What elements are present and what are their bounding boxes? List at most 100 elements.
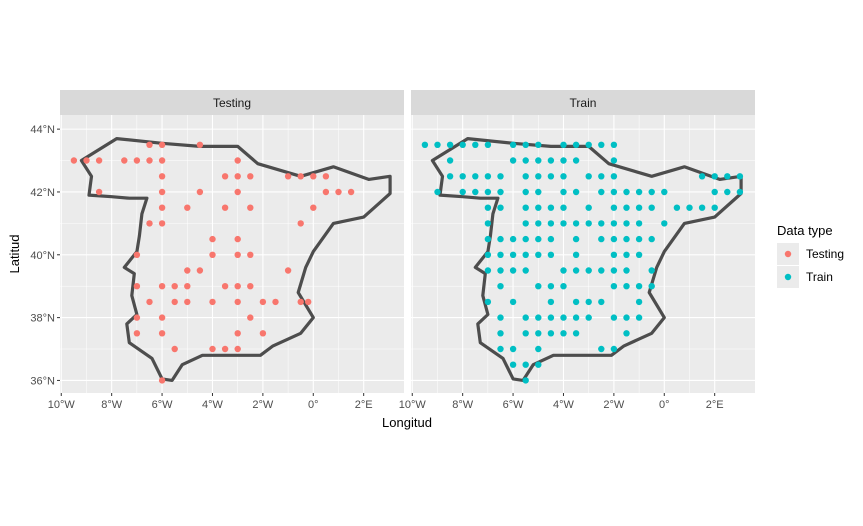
data-point — [158, 188, 166, 196]
data-point — [535, 173, 542, 180]
data-point — [305, 298, 312, 306]
data-point — [535, 251, 542, 258]
data-point — [497, 330, 504, 337]
data-point — [221, 345, 229, 353]
data-point — [522, 204, 529, 211]
data-point — [698, 173, 706, 180]
data-point — [560, 204, 567, 211]
data-point — [522, 235, 529, 243]
data-point — [322, 188, 330, 196]
data-point — [272, 298, 279, 306]
legend: Data type Testing Train — [777, 223, 844, 288]
strip-background — [60, 90, 404, 115]
data-point — [158, 173, 166, 180]
data-point — [335, 188, 342, 196]
data-point — [522, 220, 529, 227]
data-point — [196, 188, 204, 196]
data-point — [221, 173, 229, 180]
y-tick-label: 40°N — [30, 250, 55, 262]
data-point — [736, 188, 744, 196]
data-point — [572, 330, 580, 337]
data-point — [623, 204, 630, 211]
data-point — [724, 173, 731, 180]
data-point — [472, 188, 479, 196]
data-point — [648, 235, 655, 243]
data-point — [610, 141, 618, 148]
data-point — [284, 267, 292, 274]
data-point — [522, 188, 529, 196]
data-point — [623, 330, 630, 337]
data-point — [196, 141, 204, 148]
data-point — [547, 220, 555, 227]
x-tick-label: 8°W — [452, 399, 474, 411]
x-tick-label: 6°W — [503, 399, 525, 411]
data-point — [284, 173, 292, 180]
data-point — [560, 283, 567, 290]
data-point — [509, 345, 517, 353]
data-point — [635, 298, 643, 306]
data-point — [133, 314, 141, 321]
data-point — [446, 173, 454, 180]
data-point — [610, 157, 618, 164]
data-point — [497, 204, 504, 211]
data-point — [509, 157, 517, 164]
data-point — [661, 220, 668, 227]
data-point — [497, 235, 504, 243]
data-point — [184, 298, 191, 306]
legend-item-train: Train — [777, 266, 833, 288]
data-point — [209, 298, 216, 306]
data-point — [133, 283, 141, 290]
data-point — [698, 204, 706, 211]
x-tick-label: 10°W — [48, 399, 76, 411]
data-point — [259, 298, 267, 306]
data-point — [547, 204, 555, 211]
data-point — [146, 220, 153, 227]
data-point — [635, 314, 643, 321]
testing-points — [70, 141, 355, 384]
data-point — [247, 204, 254, 211]
data-point — [158, 377, 166, 384]
data-point — [158, 220, 166, 227]
data-point — [158, 330, 166, 337]
data-point — [509, 141, 517, 148]
data-point — [560, 157, 567, 164]
x-tick-label: 2°W — [603, 399, 625, 411]
data-point — [247, 283, 254, 290]
data-point — [535, 314, 542, 321]
data-point — [133, 330, 141, 337]
data-point — [522, 251, 529, 258]
data-point — [234, 251, 241, 258]
data-point — [535, 188, 542, 196]
y-tick-label: 38°N — [30, 313, 55, 325]
data-point — [522, 141, 529, 148]
data-point — [484, 235, 492, 243]
data-point — [171, 345, 178, 353]
data-point — [635, 283, 643, 290]
data-point — [484, 188, 492, 196]
data-point — [585, 204, 592, 211]
data-point — [297, 220, 304, 227]
data-point — [234, 235, 241, 243]
data-point — [509, 235, 517, 243]
data-point — [509, 251, 517, 258]
data-point — [509, 361, 517, 368]
data-point — [146, 141, 153, 148]
facet-train: Train 10°W 8°W 6°W 4°W 2°W 0° 2°E — [399, 90, 755, 411]
data-point — [434, 141, 441, 148]
data-point — [648, 204, 655, 211]
data-point — [535, 141, 542, 148]
y-tick-label: 42°N — [30, 187, 55, 199]
data-point — [133, 251, 141, 258]
data-point — [610, 173, 618, 180]
data-point — [547, 235, 555, 243]
data-point — [673, 204, 681, 211]
x-tick-label: 2°W — [252, 399, 274, 411]
y-axis-title: Latitud — [7, 234, 22, 273]
data-point — [572, 157, 580, 164]
data-point — [585, 314, 592, 321]
data-point — [184, 283, 191, 290]
data-point — [434, 188, 441, 196]
data-point — [635, 235, 643, 243]
data-point — [171, 298, 178, 306]
